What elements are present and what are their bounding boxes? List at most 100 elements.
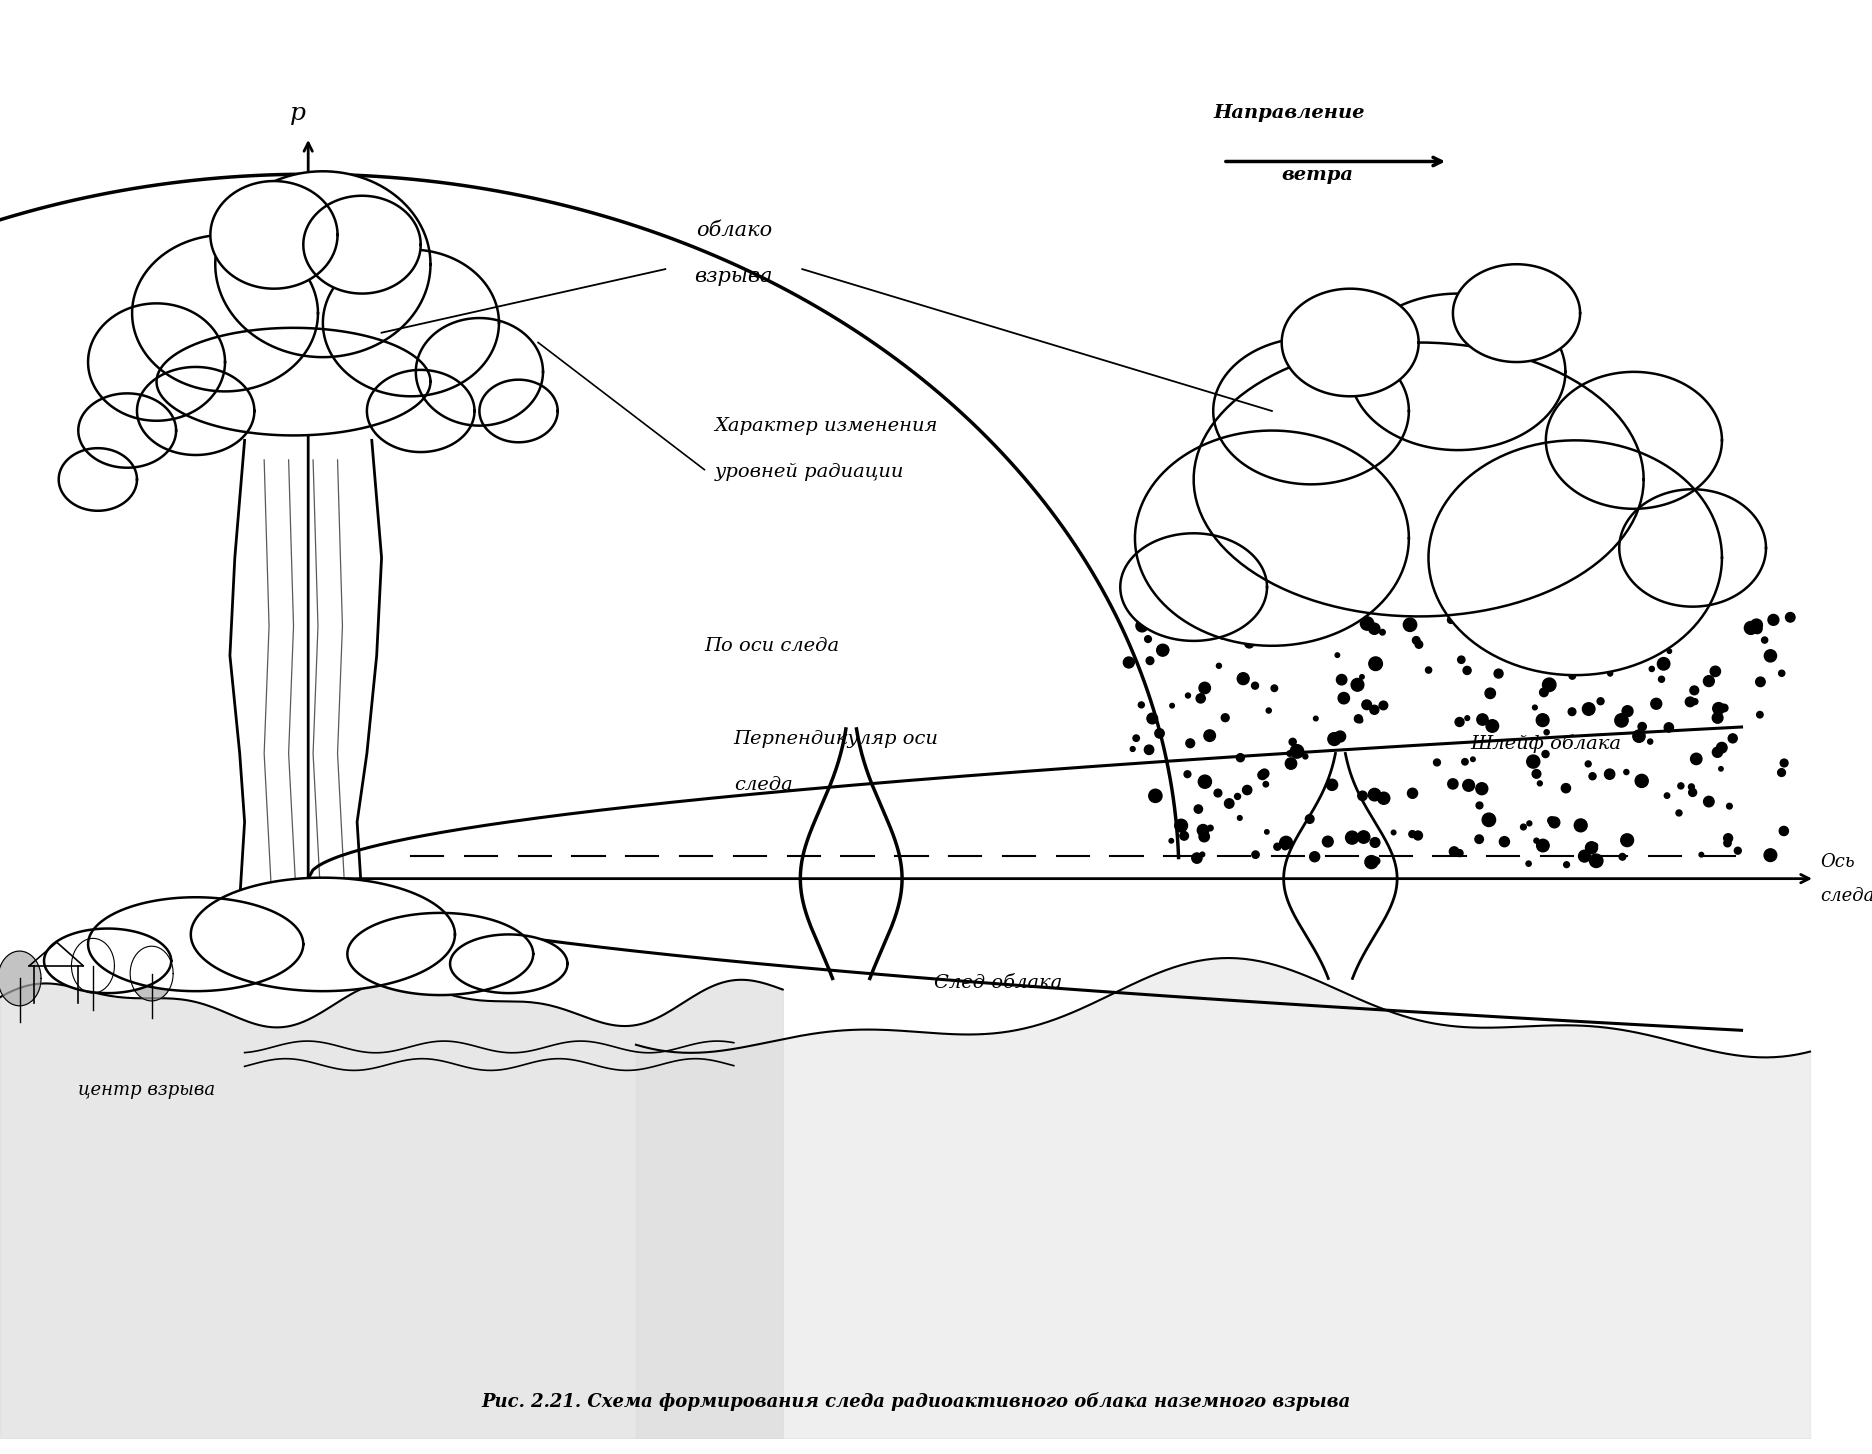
- Circle shape: [1586, 842, 1597, 853]
- Circle shape: [1700, 852, 1704, 856]
- Circle shape: [1149, 790, 1163, 803]
- Polygon shape: [303, 196, 421, 294]
- Polygon shape: [1194, 343, 1644, 616]
- Circle shape: [1327, 779, 1338, 791]
- Circle shape: [1619, 853, 1625, 861]
- Circle shape: [1170, 704, 1174, 708]
- Text: уровней радиации: уровней радиации: [715, 462, 904, 481]
- Circle shape: [1659, 622, 1674, 637]
- Circle shape: [1157, 644, 1168, 656]
- Circle shape: [1217, 663, 1221, 669]
- Circle shape: [1677, 782, 1685, 790]
- Circle shape: [1265, 708, 1271, 712]
- Circle shape: [1290, 739, 1295, 746]
- Circle shape: [1666, 624, 1677, 634]
- Polygon shape: [88, 304, 225, 420]
- Circle shape: [1252, 682, 1258, 689]
- Polygon shape: [1134, 430, 1410, 646]
- Circle shape: [1136, 619, 1148, 632]
- Circle shape: [1537, 714, 1548, 727]
- Circle shape: [1543, 678, 1556, 692]
- Circle shape: [1690, 753, 1702, 765]
- Circle shape: [1357, 718, 1363, 723]
- Circle shape: [1690, 686, 1698, 695]
- Circle shape: [1778, 826, 1788, 836]
- Polygon shape: [45, 929, 170, 993]
- Circle shape: [1569, 673, 1576, 679]
- Circle shape: [1526, 861, 1531, 867]
- Circle shape: [1486, 720, 1499, 733]
- Circle shape: [1411, 637, 1421, 644]
- Circle shape: [1582, 702, 1595, 715]
- Circle shape: [1484, 688, 1496, 698]
- Text: След облака: След облака: [934, 974, 1061, 992]
- Circle shape: [1631, 624, 1644, 637]
- Polygon shape: [210, 182, 337, 289]
- Circle shape: [1767, 615, 1778, 625]
- Circle shape: [1543, 750, 1548, 758]
- Circle shape: [1574, 819, 1587, 832]
- Circle shape: [1355, 715, 1363, 723]
- Circle shape: [1685, 696, 1694, 707]
- Circle shape: [1647, 739, 1653, 744]
- Circle shape: [1462, 759, 1468, 765]
- Circle shape: [1668, 648, 1672, 653]
- Circle shape: [1616, 714, 1629, 727]
- Text: Шлейф облака: Шлейф облака: [1470, 734, 1621, 753]
- Circle shape: [1651, 698, 1662, 710]
- Circle shape: [1634, 625, 1647, 638]
- Circle shape: [1280, 836, 1292, 849]
- Circle shape: [1207, 826, 1213, 830]
- Polygon shape: [131, 947, 174, 1000]
- Circle shape: [1704, 797, 1715, 807]
- Circle shape: [1531, 769, 1541, 778]
- Circle shape: [1198, 824, 1209, 836]
- Circle shape: [1475, 782, 1488, 795]
- Circle shape: [1380, 630, 1385, 635]
- Text: р: р: [290, 102, 307, 125]
- Circle shape: [1608, 670, 1612, 676]
- Circle shape: [1664, 723, 1674, 731]
- Circle shape: [1123, 657, 1134, 667]
- Circle shape: [1361, 699, 1372, 710]
- Circle shape: [1713, 702, 1724, 714]
- Circle shape: [1168, 839, 1174, 843]
- Circle shape: [1537, 781, 1543, 785]
- Circle shape: [1533, 705, 1537, 710]
- Circle shape: [1410, 830, 1415, 838]
- Circle shape: [1305, 814, 1314, 823]
- Circle shape: [1282, 845, 1288, 849]
- Text: следа: следа: [1820, 887, 1872, 906]
- Circle shape: [1361, 616, 1374, 630]
- Circle shape: [1664, 792, 1670, 798]
- Circle shape: [1762, 637, 1767, 643]
- Circle shape: [1179, 832, 1189, 840]
- Circle shape: [1455, 717, 1464, 727]
- Polygon shape: [1350, 294, 1565, 451]
- Circle shape: [1219, 630, 1228, 640]
- Circle shape: [1425, 667, 1432, 673]
- Circle shape: [1327, 733, 1340, 746]
- Circle shape: [1756, 711, 1763, 718]
- Circle shape: [1335, 731, 1346, 742]
- Circle shape: [1144, 635, 1151, 643]
- Circle shape: [1245, 638, 1254, 648]
- Circle shape: [1185, 739, 1194, 747]
- Circle shape: [1335, 653, 1340, 657]
- Circle shape: [1286, 758, 1297, 769]
- Polygon shape: [1213, 337, 1410, 484]
- Circle shape: [1728, 734, 1737, 743]
- Circle shape: [1528, 822, 1531, 826]
- Circle shape: [1372, 858, 1380, 865]
- Circle shape: [1237, 816, 1243, 820]
- Circle shape: [1133, 734, 1140, 742]
- Circle shape: [1185, 771, 1191, 778]
- Circle shape: [1346, 832, 1359, 845]
- Circle shape: [1651, 640, 1659, 647]
- Circle shape: [1359, 675, 1365, 679]
- Circle shape: [1786, 612, 1795, 622]
- Text: По оси следа: По оси следа: [704, 637, 839, 654]
- Circle shape: [1675, 810, 1681, 816]
- Circle shape: [1659, 676, 1664, 682]
- Circle shape: [1273, 843, 1280, 851]
